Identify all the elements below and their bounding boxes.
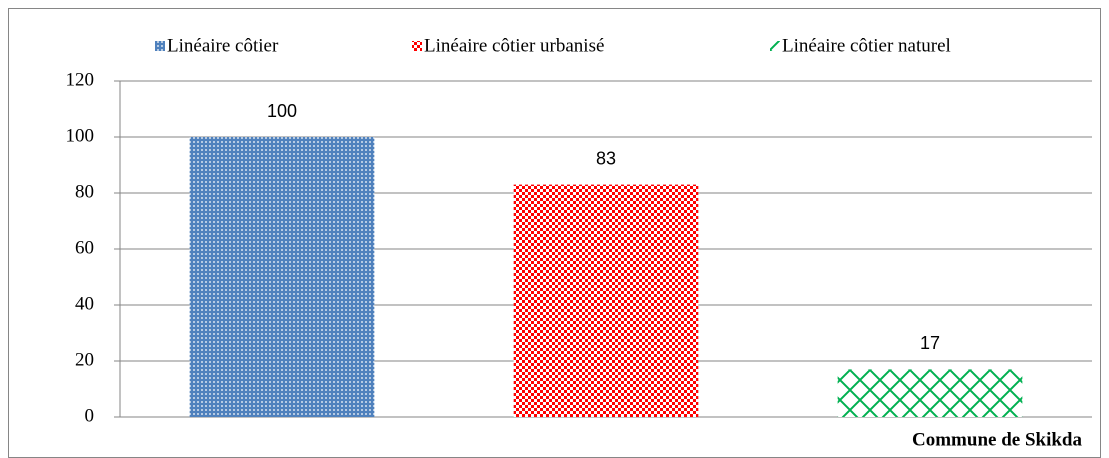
legend-swatch <box>412 41 422 51</box>
legend-label: Linéaire côtier urbanisé <box>424 35 604 56</box>
y-tick-label: 120 <box>66 69 95 90</box>
x-tick-label: Commune de Skikda <box>912 429 1082 450</box>
y-tick-label: 0 <box>85 405 95 426</box>
data-label: 83 <box>596 148 616 168</box>
data-label: 100 <box>267 101 297 121</box>
data-label: 17 <box>920 333 940 353</box>
y-tick-label: 60 <box>75 237 94 258</box>
y-tick-label: 40 <box>75 293 94 314</box>
y-tick-label: 100 <box>66 125 95 146</box>
legend-label: Linéaire côtier <box>167 35 279 56</box>
legend-swatch <box>155 41 165 51</box>
bar <box>513 184 699 417</box>
y-tick-label: 20 <box>75 349 94 370</box>
y-tick-label: 80 <box>75 181 94 202</box>
legend-swatch <box>770 41 780 51</box>
bar <box>189 137 375 417</box>
legend-label: Linéaire côtier naturel <box>782 35 951 56</box>
bar <box>837 369 1023 417</box>
